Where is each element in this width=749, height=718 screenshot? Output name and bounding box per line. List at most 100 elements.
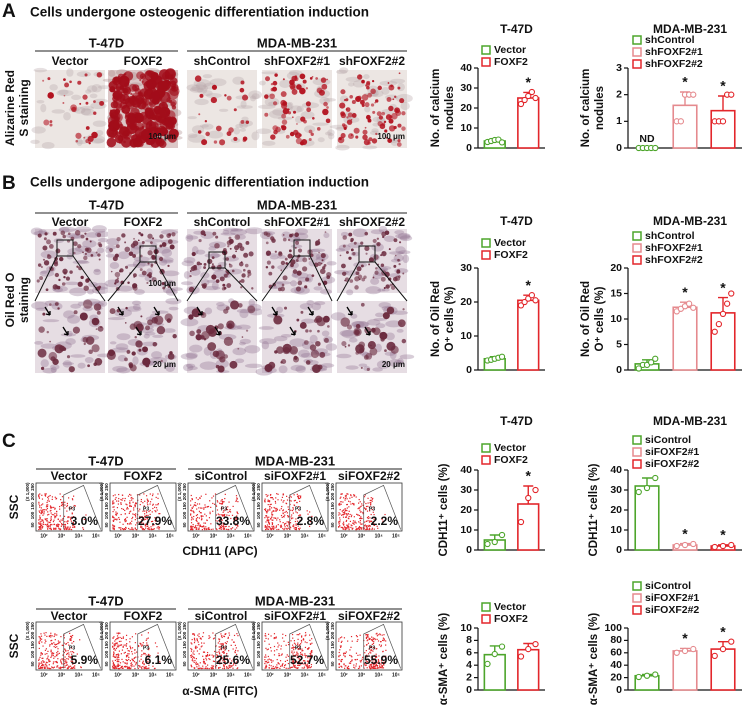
event bbox=[196, 528, 198, 530]
stain bbox=[342, 235, 347, 240]
event bbox=[350, 494, 352, 497]
event bbox=[364, 663, 366, 665]
stain bbox=[364, 245, 370, 252]
event bbox=[159, 661, 161, 663]
stain bbox=[349, 279, 354, 283]
event bbox=[287, 641, 289, 643]
event bbox=[145, 654, 147, 656]
event bbox=[341, 510, 343, 512]
event bbox=[233, 519, 235, 522]
event bbox=[70, 637, 72, 640]
event bbox=[353, 516, 355, 518]
event bbox=[293, 527, 295, 529]
event bbox=[298, 498, 300, 500]
event bbox=[48, 660, 50, 662]
legend-label: shFOXF2#2 bbox=[645, 58, 703, 70]
event bbox=[114, 656, 116, 659]
event bbox=[204, 667, 206, 670]
event bbox=[265, 635, 267, 637]
event bbox=[373, 663, 375, 665]
event bbox=[197, 524, 199, 527]
legend-label: shFOXF2#1 bbox=[645, 242, 703, 254]
group-label: MDA-MB-231 bbox=[257, 35, 337, 50]
event bbox=[364, 524, 366, 526]
event bbox=[297, 654, 299, 656]
stain bbox=[376, 111, 382, 117]
cell bbox=[324, 131, 332, 136]
micrograph bbox=[330, 301, 415, 373]
flow-y-tick: 50 bbox=[182, 661, 187, 667]
event bbox=[204, 506, 206, 508]
event bbox=[341, 640, 343, 642]
event bbox=[60, 519, 62, 521]
event bbox=[131, 527, 133, 529]
event bbox=[66, 528, 68, 530]
event bbox=[368, 637, 370, 640]
event bbox=[135, 662, 137, 664]
event bbox=[62, 644, 64, 647]
event bbox=[39, 517, 42, 519]
event bbox=[62, 501, 64, 503]
stain bbox=[341, 271, 347, 276]
event bbox=[48, 664, 50, 666]
event bbox=[194, 526, 197, 528]
event bbox=[299, 646, 301, 648]
stain bbox=[52, 231, 57, 236]
stain bbox=[396, 142, 402, 147]
event bbox=[40, 522, 42, 525]
event bbox=[370, 663, 373, 665]
event bbox=[376, 638, 378, 640]
stain bbox=[289, 79, 295, 86]
event bbox=[348, 667, 350, 670]
data-point bbox=[690, 645, 697, 653]
stain bbox=[353, 241, 357, 245]
cell bbox=[363, 74, 370, 80]
flow-y-tick: 150 bbox=[104, 641, 109, 649]
stain bbox=[265, 250, 272, 256]
stain bbox=[59, 256, 64, 262]
stain bbox=[290, 84, 296, 91]
condition-label: Vector bbox=[52, 54, 89, 68]
event bbox=[310, 666, 312, 668]
stain bbox=[46, 239, 51, 245]
event bbox=[357, 639, 359, 641]
stain bbox=[222, 283, 226, 287]
event bbox=[125, 634, 128, 636]
stain bbox=[149, 102, 153, 106]
event bbox=[119, 667, 122, 669]
event bbox=[362, 656, 364, 658]
event bbox=[275, 509, 277, 511]
cell bbox=[77, 362, 86, 369]
event bbox=[141, 523, 143, 525]
event bbox=[224, 657, 226, 659]
percent-label: 27.9% bbox=[138, 514, 172, 528]
event bbox=[113, 647, 116, 650]
stain bbox=[348, 133, 354, 140]
event bbox=[212, 495, 215, 497]
event bbox=[221, 657, 224, 659]
event bbox=[210, 506, 212, 508]
event bbox=[51, 643, 53, 645]
arrow bbox=[289, 326, 296, 336]
event bbox=[383, 638, 385, 641]
stain bbox=[194, 75, 202, 82]
event bbox=[116, 513, 118, 515]
event bbox=[126, 504, 128, 506]
percent-label: 33.8% bbox=[216, 514, 250, 528]
event bbox=[72, 499, 74, 501]
stain bbox=[393, 264, 397, 268]
stain bbox=[251, 287, 254, 290]
event bbox=[39, 523, 42, 526]
flow-scale: (X 1,000) bbox=[25, 621, 30, 640]
event bbox=[373, 518, 375, 520]
stain bbox=[119, 101, 127, 109]
stain bbox=[380, 263, 385, 268]
event bbox=[373, 641, 375, 643]
event bbox=[348, 526, 350, 528]
y-axis-label: α-SMA⁺ cells (%) bbox=[438, 613, 450, 706]
event bbox=[220, 654, 222, 656]
event bbox=[301, 650, 303, 652]
event bbox=[221, 645, 223, 647]
event bbox=[307, 513, 309, 515]
event bbox=[124, 662, 126, 664]
